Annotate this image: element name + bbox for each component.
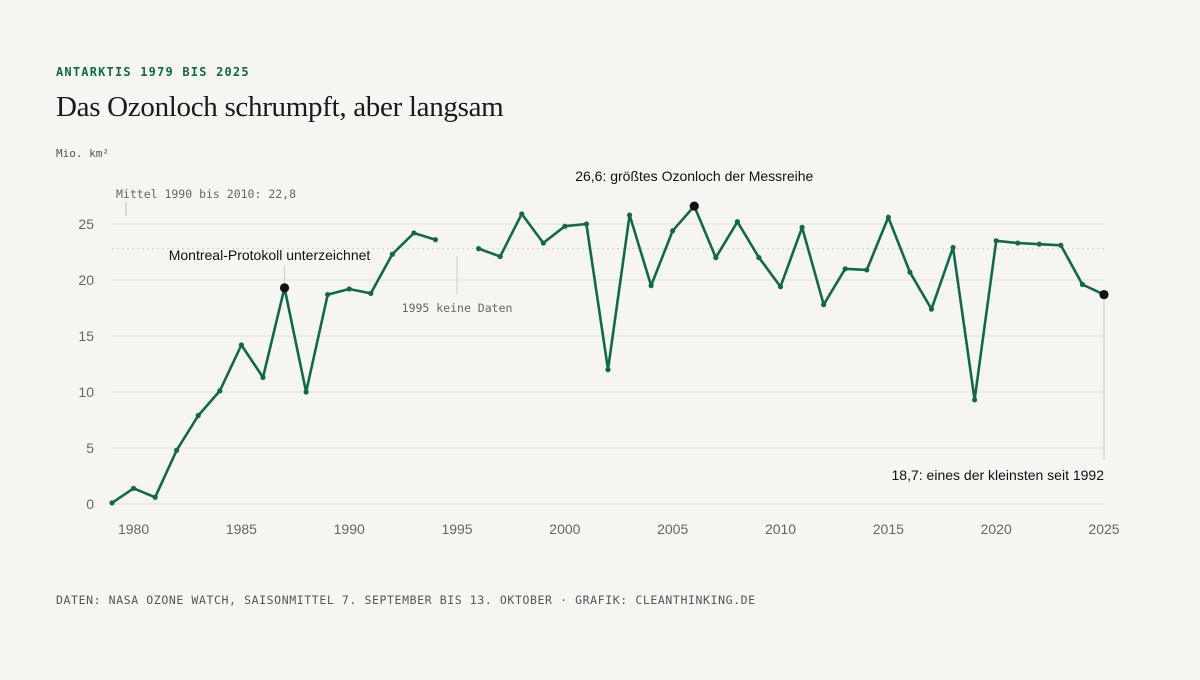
data-point <box>174 447 180 453</box>
data-points <box>109 201 1109 506</box>
annotation-montreal: Montreal-Protokoll unterzeichnet <box>169 247 371 263</box>
data-point <box>777 284 784 290</box>
y-tick-label: 20 <box>78 272 94 288</box>
y-tick-label: 15 <box>78 328 94 344</box>
annotation-labels: Montreal-Protokoll unterzeichnet 26,6: gr… <box>169 168 1104 483</box>
reference-label: Mittel 1990 bis 2010: 22,8 <box>116 187 296 201</box>
y-tick-label: 5 <box>86 440 94 456</box>
data-point <box>1015 240 1021 246</box>
data-point <box>217 388 223 394</box>
y-tick-label: 0 <box>86 496 94 512</box>
data-point <box>1079 281 1086 288</box>
data-point <box>303 389 309 395</box>
data-point <box>842 266 848 272</box>
data-point <box>238 342 244 348</box>
x-tick-label: 1990 <box>334 521 365 537</box>
data-point <box>1058 242 1064 248</box>
y-tick-label: 25 <box>78 216 94 232</box>
data-point <box>605 367 611 373</box>
data-point <box>756 255 762 261</box>
data-point <box>907 269 913 275</box>
source-note: DATEN: NASA OZONE WATCH, SAISONMITTEL 7.… <box>56 593 756 607</box>
data-point <box>821 302 827 308</box>
x-tick-label: 2010 <box>765 521 796 537</box>
data-point <box>864 267 870 273</box>
data-point <box>411 230 417 236</box>
x-tick-label: 2005 <box>657 521 688 537</box>
reference-layer: Mittel 1990 bis 2010: 22,8 <box>112 187 1104 250</box>
data-point <box>885 214 891 220</box>
x-tick-label: 2020 <box>981 521 1012 537</box>
gridlines <box>112 223 1104 505</box>
highlight-point-1987 <box>279 283 290 293</box>
series-line-segment-1 <box>110 231 437 505</box>
data-point <box>799 224 805 230</box>
data-point <box>972 397 978 403</box>
y-axis-unit: Mio. km² <box>56 147 109 160</box>
data-point <box>432 237 439 243</box>
data-point <box>152 494 158 500</box>
data-point <box>497 253 503 260</box>
data-point <box>734 219 740 225</box>
x-tick-label: 1995 <box>441 521 472 537</box>
x-tick-label: 2000 <box>549 521 580 537</box>
data-point <box>519 211 525 217</box>
series-line-segment-2 <box>477 204 1106 402</box>
data-point <box>260 374 266 381</box>
data-point <box>648 283 654 289</box>
data-point <box>626 212 633 218</box>
annotation-maximum: 26,6: größtes Ozonloch der Messreihe <box>575 168 813 184</box>
data-point <box>950 244 956 251</box>
series-lines <box>110 204 1106 505</box>
y-tick-label: 10 <box>78 384 94 400</box>
data-point <box>325 291 331 298</box>
chart-kicker: ANTARKTIS 1979 BIS 2025 <box>56 65 250 79</box>
data-point <box>562 223 568 229</box>
data-point <box>583 221 590 227</box>
x-tick-label: 2025 <box>1088 521 1119 537</box>
data-point <box>389 251 395 257</box>
data-point <box>540 240 546 246</box>
data-point <box>195 412 201 419</box>
x-tick-label: 2015 <box>873 521 904 537</box>
annotation-latest: 18,7: eines der kleinsten seit 1992 <box>892 467 1105 483</box>
chart-title: Das Ozonloch schrumpft, aber langsam <box>56 91 504 123</box>
annotation-gap: 1995 keine Daten <box>402 301 513 315</box>
data-point <box>346 286 352 292</box>
data-point <box>713 255 719 261</box>
data-point <box>1036 241 1042 247</box>
data-point <box>993 238 999 244</box>
x-tick-label: 1980 <box>118 521 149 537</box>
highlight-point-2006 <box>689 201 699 211</box>
highlight-point-2025 <box>1099 289 1109 300</box>
data-point <box>368 290 374 297</box>
x-tick-label: 1985 <box>226 521 257 537</box>
data-point <box>928 306 935 312</box>
data-point <box>109 500 115 506</box>
data-point <box>476 246 482 252</box>
data-point <box>670 228 676 234</box>
data-point <box>130 485 137 491</box>
